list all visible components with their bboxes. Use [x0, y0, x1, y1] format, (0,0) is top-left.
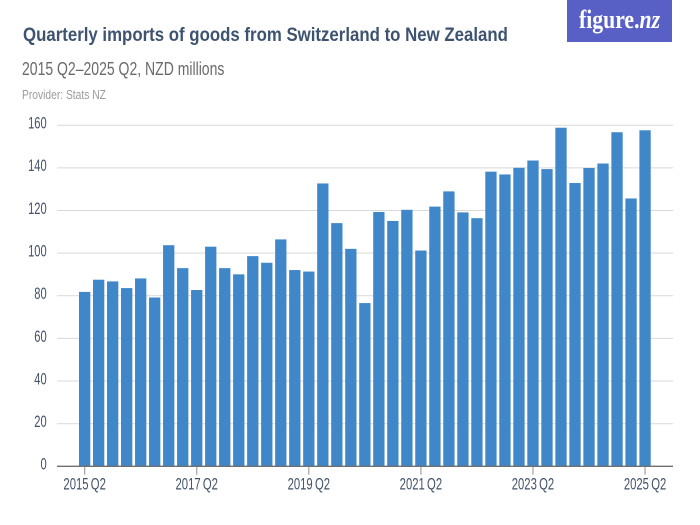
svg-text:60: 60 [34, 328, 46, 347]
svg-text:2025 Q2: 2025 Q2 [624, 475, 666, 494]
svg-text:100: 100 [28, 242, 47, 261]
svg-text:160: 160 [28, 114, 47, 133]
svg-text:2023 Q2: 2023 Q2 [512, 475, 554, 494]
svg-text:80: 80 [34, 285, 46, 304]
svg-text:2015 Q2: 2015 Q2 [63, 475, 105, 494]
svg-text:2019 Q2: 2019 Q2 [288, 475, 330, 494]
svg-text:120: 120 [28, 200, 47, 219]
svg-text:140: 140 [28, 157, 47, 176]
svg-text:2021 Q2: 2021 Q2 [400, 475, 442, 494]
svg-text:2017 Q2: 2017 Q2 [176, 475, 218, 494]
svg-text:40: 40 [34, 370, 46, 389]
svg-text:20: 20 [34, 413, 46, 432]
svg-text:0: 0 [41, 456, 47, 475]
